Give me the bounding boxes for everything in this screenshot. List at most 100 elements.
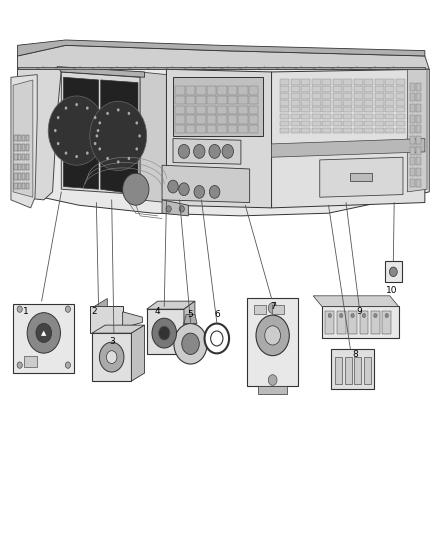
Bar (343, 79, 352, 85)
Bar (382, 311, 391, 334)
Bar (217, 106, 227, 114)
Circle shape (209, 185, 220, 198)
Bar (348, 311, 357, 334)
Bar (217, 115, 227, 124)
Circle shape (106, 157, 109, 160)
Bar (18, 183, 21, 189)
Bar (272, 305, 284, 314)
Bar (375, 93, 384, 99)
Polygon shape (18, 69, 429, 216)
Bar (228, 125, 237, 133)
Bar (312, 100, 321, 106)
Bar (385, 79, 394, 85)
Text: 8: 8 (352, 350, 358, 359)
Bar (217, 96, 227, 104)
Bar (22, 154, 25, 160)
Bar (333, 79, 342, 85)
Bar (207, 96, 216, 104)
Bar (249, 106, 258, 114)
Circle shape (268, 375, 277, 385)
Circle shape (17, 362, 22, 368)
Bar (196, 106, 206, 114)
Bar (345, 357, 352, 384)
Bar (14, 135, 18, 141)
Bar (280, 107, 289, 112)
Bar (364, 93, 373, 99)
Circle shape (222, 144, 233, 158)
Bar (291, 128, 300, 133)
Circle shape (99, 147, 101, 150)
Polygon shape (184, 301, 195, 354)
Polygon shape (320, 157, 403, 197)
Bar (26, 135, 29, 141)
Bar (396, 100, 405, 106)
Bar (249, 115, 258, 124)
Bar (364, 86, 373, 92)
Polygon shape (123, 312, 142, 328)
Circle shape (159, 326, 170, 340)
Bar (364, 357, 371, 384)
Circle shape (127, 112, 130, 115)
Bar (354, 100, 363, 106)
Bar (343, 93, 352, 99)
Bar (410, 147, 415, 155)
Polygon shape (173, 139, 241, 164)
Bar (396, 93, 405, 99)
Circle shape (168, 180, 178, 193)
Bar (375, 121, 384, 126)
Circle shape (374, 313, 377, 318)
Bar (175, 86, 185, 95)
Bar (385, 128, 394, 133)
Bar (364, 121, 373, 126)
Bar (322, 107, 331, 112)
Bar (238, 96, 248, 104)
Polygon shape (90, 306, 123, 333)
Bar (249, 96, 258, 104)
Circle shape (166, 206, 171, 212)
Circle shape (127, 157, 130, 160)
Circle shape (179, 206, 184, 212)
Bar (396, 79, 405, 85)
Polygon shape (247, 298, 298, 386)
Polygon shape (18, 67, 425, 69)
Bar (385, 93, 394, 99)
Bar (18, 173, 21, 180)
Bar (410, 115, 415, 123)
Bar (238, 125, 248, 133)
Bar (333, 107, 342, 112)
Bar (175, 115, 185, 124)
Polygon shape (331, 349, 374, 389)
Bar (354, 107, 363, 112)
Bar (375, 86, 384, 92)
Polygon shape (18, 45, 429, 69)
Bar (196, 86, 206, 95)
Bar (396, 121, 405, 126)
Bar (291, 100, 300, 106)
Bar (280, 100, 289, 106)
Bar (301, 100, 310, 106)
Bar (291, 93, 300, 99)
Bar (322, 100, 331, 106)
Polygon shape (258, 386, 287, 394)
Bar (291, 79, 300, 85)
Bar (354, 357, 361, 384)
Text: ▲: ▲ (41, 330, 46, 336)
Bar (280, 93, 289, 99)
Bar (18, 154, 21, 160)
Polygon shape (18, 69, 61, 200)
Circle shape (328, 313, 332, 318)
Bar (325, 311, 334, 334)
Circle shape (117, 108, 120, 111)
Text: 7: 7 (270, 302, 276, 311)
Circle shape (94, 116, 96, 119)
Bar (337, 311, 346, 334)
Circle shape (65, 151, 67, 155)
Bar (375, 79, 384, 85)
Circle shape (351, 313, 354, 318)
Circle shape (75, 155, 78, 158)
Bar (312, 107, 321, 112)
Circle shape (86, 151, 88, 155)
Bar (196, 125, 206, 133)
Bar (416, 104, 421, 112)
Bar (354, 86, 363, 92)
